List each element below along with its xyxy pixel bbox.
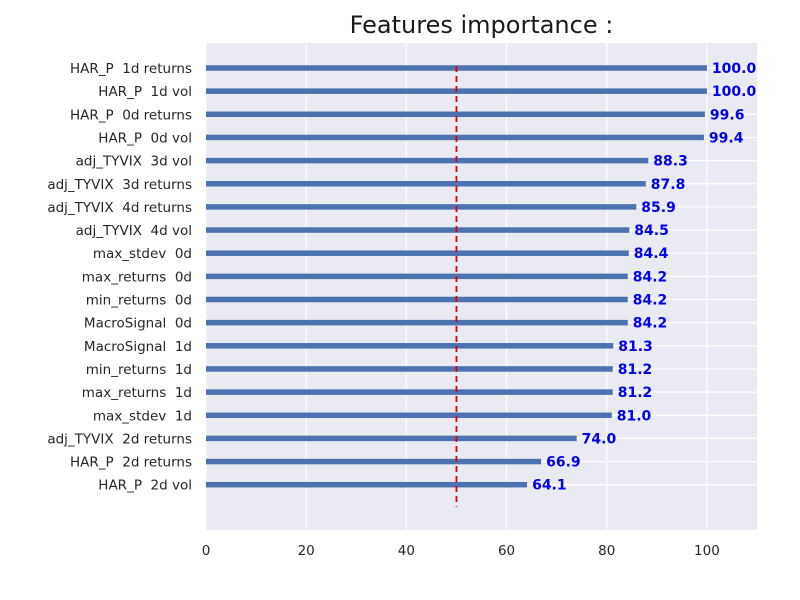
y-tick-label: adj_TYVIX 4d returns [47, 200, 192, 216]
bar [206, 389, 613, 395]
value-label: 87.8 [651, 177, 686, 193]
x-tick-label: 100 [694, 543, 720, 559]
y-tick-label: max_stdev 1d [93, 408, 192, 424]
x-tick-labels: 0 20 40 60 80 100 [202, 543, 720, 559]
value-label: 81.3 [618, 339, 653, 355]
value-label: 100.0 [712, 61, 757, 77]
bar [206, 111, 705, 118]
bar [206, 134, 704, 141]
value-label: 74.0 [582, 431, 617, 447]
x-tick-label: 20 [298, 543, 315, 559]
bar [206, 204, 637, 210]
value-label: 84.2 [633, 269, 668, 285]
y-tick-label: adj_TYVIX 4d vol [76, 223, 192, 239]
y-tick-label: MacroSignal 0d [84, 316, 192, 332]
bar [206, 366, 613, 372]
value-label: 99.4 [709, 130, 744, 146]
value-label: 85.9 [641, 200, 676, 216]
x-tick-label: 40 [398, 543, 415, 559]
y-tick-label: HAR_P 2d vol [98, 478, 192, 494]
value-label: 84.2 [633, 316, 668, 332]
y-tick-label: max_returns 0d [82, 269, 192, 285]
bar [206, 296, 628, 303]
bar [206, 458, 542, 465]
value-label: 81.2 [618, 362, 653, 378]
y-tick-label: min_returns 1d [86, 362, 192, 378]
value-label: 100.0 [712, 84, 757, 100]
bar [206, 227, 630, 233]
y-tick-label: HAR_P 2d returns [70, 455, 192, 471]
bar [206, 157, 649, 164]
y-tick-label: HAR_P 0d returns [70, 107, 192, 123]
y-tick-label: max_returns 1d [82, 385, 192, 401]
y-tick-label: adj_TYVIX 3d returns [47, 177, 192, 193]
bar [206, 412, 612, 418]
bar [206, 319, 628, 326]
value-label: 88.3 [653, 154, 688, 170]
y-tick-label: max_stdev 0d [93, 246, 192, 262]
value-label: 81.2 [618, 385, 653, 401]
y-tick-label: HAR_P 1d returns [70, 61, 192, 77]
value-label: 81.0 [617, 408, 652, 424]
x-tick-label: 60 [498, 543, 515, 559]
y-tick-label: HAR_P 1d vol [98, 84, 192, 100]
x-tick-label: 0 [202, 543, 211, 559]
bar [206, 481, 528, 488]
value-label: 84.2 [633, 293, 668, 309]
y-tick-label: MacroSignal 1d [84, 339, 192, 355]
value-label: 66.9 [546, 455, 581, 471]
x-tick-label: 80 [598, 543, 615, 559]
bar [206, 273, 628, 280]
y-tick-label: adj_TYVIX 3d vol [76, 154, 192, 170]
y-tick-label: adj_TYVIX 2d returns [47, 431, 192, 447]
value-label: 64.1 [532, 478, 567, 494]
bar [206, 181, 646, 187]
bar [206, 435, 577, 442]
chart-title: Features importance : [350, 11, 614, 39]
plot-area [206, 43, 757, 530]
value-labels: 100.0 100.0 99.6 99.4 88.3 87.8 85.9 84.5 84.4 84… [532, 61, 756, 494]
value-label: 84.4 [634, 246, 669, 262]
bar [206, 343, 614, 349]
value-label: 84.5 [634, 223, 669, 239]
bar [206, 250, 629, 256]
y-tick-label: min_returns 0d [86, 293, 192, 309]
value-label: 99.6 [710, 107, 745, 123]
y-tick-labels: HAR_P 1d returns HAR_P 1d vol HAR_P 0d ret… [47, 61, 192, 494]
y-tick-label: HAR_P 0d vol [98, 130, 192, 146]
